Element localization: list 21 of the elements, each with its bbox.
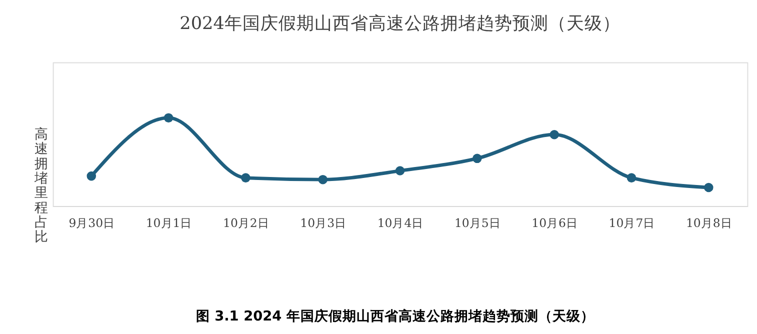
x-tick-label: 9月30日 [68,216,116,230]
x-tick-label: 10月4日 [377,216,424,230]
x-tick-label: 10月7日 [608,216,656,230]
x-tick-label: 10月3日 [300,216,347,230]
point [395,166,405,176]
point [318,174,328,184]
point [164,113,174,122]
point [550,130,559,140]
x-tick-label: 10月1日 [146,216,192,230]
x-tick-label: 10月6日 [532,216,578,230]
y-axis-title: 高速拥堵里程占比 [34,126,49,246]
point [626,173,636,182]
x-tick-label: 10月5日 [454,216,501,230]
x-tick-label: 10月2日 [223,216,270,230]
point [472,154,482,164]
caption: 图 3.1 2024 年国庆假期山西省高速公路拥堵趋势预测（天级） [196,307,594,324]
point [241,173,250,182]
point [86,171,96,181]
point [704,182,714,192]
x-tick-label: 10月8日 [686,216,732,230]
chart-title: 2024年国庆假期山西省高速公路拥堵趋势预测（天级） [180,13,620,34]
